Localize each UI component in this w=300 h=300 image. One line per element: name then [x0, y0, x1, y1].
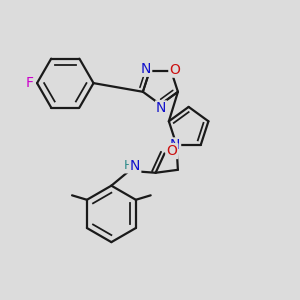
- Text: O: O: [169, 63, 180, 77]
- Text: N: N: [156, 101, 166, 116]
- Text: O: O: [167, 144, 177, 158]
- Text: N: N: [130, 159, 140, 173]
- Text: N: N: [170, 138, 180, 152]
- Text: F: F: [26, 76, 34, 90]
- Text: H: H: [123, 159, 133, 172]
- Text: N: N: [141, 62, 151, 76]
